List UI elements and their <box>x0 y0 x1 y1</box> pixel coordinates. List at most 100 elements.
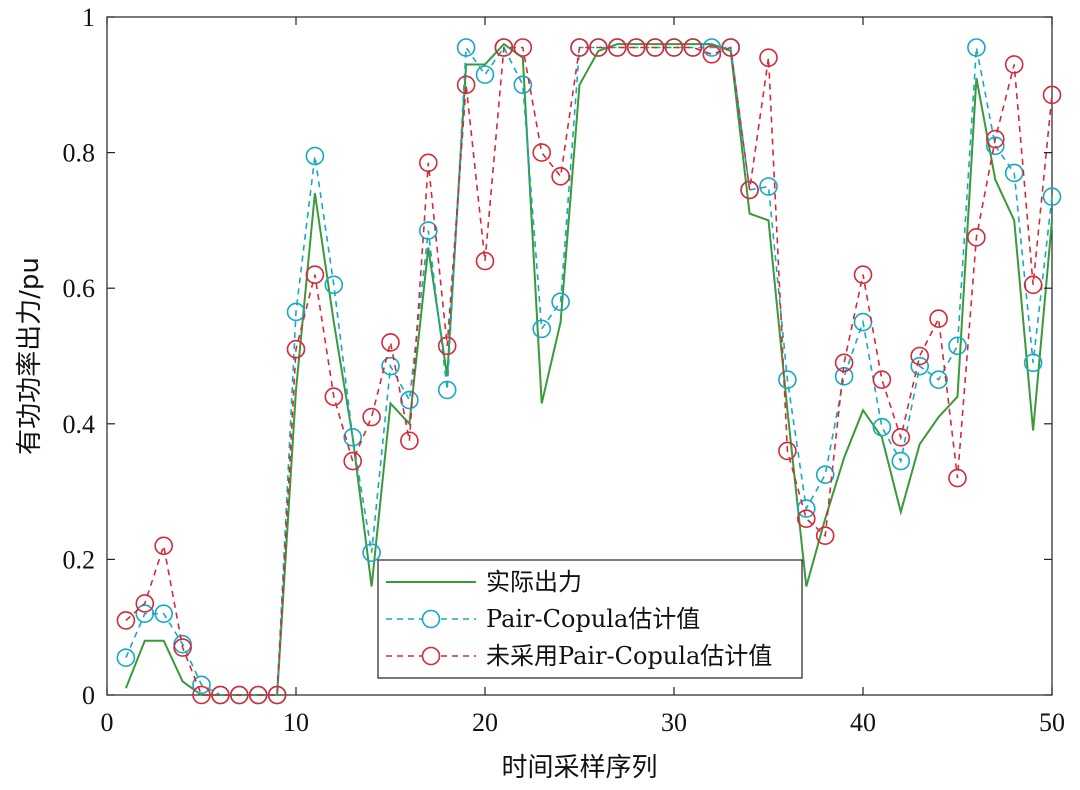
data-point <box>192 685 211 705</box>
y-tick-label: 0.2 <box>63 545 96 574</box>
data-point <box>324 387 344 406</box>
y-tick-label: 0.6 <box>63 274 96 303</box>
data-point <box>967 38 986 57</box>
y-axis-label: 有功功率出力/pu <box>15 257 45 455</box>
data-point <box>343 428 363 447</box>
data-point <box>437 380 457 400</box>
data-point <box>759 177 778 196</box>
x-axis-label: 时间采样序列 <box>501 753 657 783</box>
data-point <box>286 339 306 359</box>
data-point <box>154 536 173 556</box>
data-point <box>702 44 722 64</box>
data-point <box>1023 275 1043 295</box>
data-point <box>778 370 797 390</box>
data-point <box>967 228 986 247</box>
data-point <box>740 180 759 200</box>
data-point <box>664 38 684 57</box>
x-tick-label: 0 <box>101 708 114 737</box>
plot-frame <box>106 16 1053 696</box>
data-point <box>532 143 552 162</box>
legend-box <box>377 559 803 679</box>
data-point <box>891 451 911 471</box>
data-point <box>702 38 722 57</box>
y-tick-label: 1 <box>82 3 95 32</box>
data-point <box>475 251 495 271</box>
data-point <box>362 543 381 562</box>
data-point <box>211 685 230 705</box>
data-point <box>872 417 892 437</box>
series-line <box>125 46 1053 696</box>
plot-area <box>106 16 1053 696</box>
data-point <box>324 275 344 295</box>
data-point <box>230 685 249 705</box>
data-point <box>607 38 627 57</box>
legend-marker <box>421 646 441 666</box>
data-point <box>645 38 665 57</box>
data-point <box>796 509 816 529</box>
legend-marker <box>421 609 441 629</box>
data-point <box>778 441 797 461</box>
data-point <box>456 38 476 57</box>
data-point <box>1023 353 1043 373</box>
data-point <box>286 302 306 322</box>
y-tick-label: 0 <box>82 681 95 710</box>
data-point <box>437 336 457 356</box>
data-point <box>589 38 608 57</box>
series-layer <box>116 38 1062 705</box>
x-tick-label: 50 <box>1039 708 1065 737</box>
data-point <box>570 38 589 57</box>
legend-label: Pair-Copula估计值 <box>486 605 700 633</box>
data-point <box>721 38 741 57</box>
data-point <box>400 431 419 451</box>
legend-item: Pair-Copula估计值 <box>386 605 700 633</box>
data-point <box>381 333 400 352</box>
data-point <box>910 356 930 376</box>
data-point <box>872 370 892 390</box>
data-point <box>475 65 495 84</box>
data-point <box>513 75 533 95</box>
data-point <box>551 167 570 186</box>
data-point <box>1042 187 1062 206</box>
data-point <box>192 675 211 695</box>
data-point <box>891 428 911 447</box>
data-point <box>135 594 155 613</box>
data-point <box>116 611 136 630</box>
data-point <box>1004 55 1024 74</box>
series-2 <box>116 38 1062 705</box>
data-point <box>173 638 192 657</box>
legend-label: 实际出力 <box>486 568 582 596</box>
data-point <box>910 346 930 366</box>
data-point <box>456 75 476 95</box>
data-point <box>948 336 967 356</box>
data-point <box>494 38 514 57</box>
x-axis: 0 10 20 30 40 50 <box>101 17 1065 737</box>
data-point <box>929 370 948 390</box>
data-point <box>305 146 325 166</box>
y-tick-label: 0.4 <box>63 410 96 439</box>
data-point <box>418 153 438 173</box>
x-tick-label: 30 <box>661 708 687 737</box>
data-point <box>381 356 400 376</box>
y-tick-label: 0.8 <box>63 139 96 168</box>
data-point <box>1042 85 1062 105</box>
data-point <box>796 499 816 518</box>
data-point <box>551 292 570 312</box>
data-point <box>834 353 854 373</box>
data-point <box>1004 163 1024 183</box>
data-point <box>626 38 646 57</box>
data-point <box>815 465 835 484</box>
data-point <box>985 129 1005 149</box>
x-tick-label: 10 <box>283 708 309 737</box>
legend-item: 未采用Pair-Copula估计值 <box>386 642 772 670</box>
data-point <box>418 221 438 240</box>
data-point <box>116 648 136 668</box>
data-point <box>362 407 381 427</box>
data-point <box>853 265 873 284</box>
x-tick-label: 20 <box>472 708 498 737</box>
data-point <box>815 526 835 545</box>
data-point <box>135 604 155 623</box>
data-point <box>305 265 325 284</box>
data-point <box>248 685 268 705</box>
